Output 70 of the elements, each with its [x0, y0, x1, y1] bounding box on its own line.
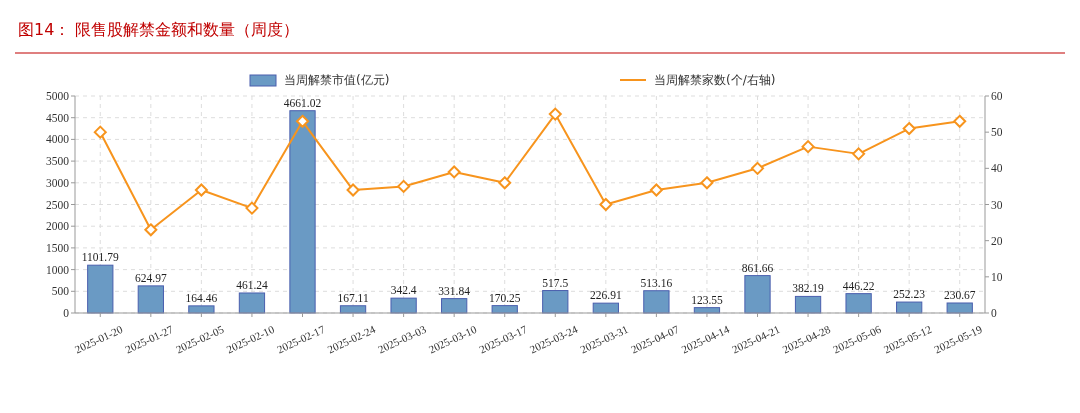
data-label: 170.25 — [488, 291, 521, 304]
y-tick-label: 2500 — [46, 198, 70, 211]
data-label: 461.24 — [236, 278, 269, 291]
y-tick-label: 0 — [63, 307, 70, 320]
legend-label: 当周解禁市值(亿元) — [284, 73, 390, 88]
bar — [946, 302, 973, 314]
point — [498, 176, 512, 190]
bar — [238, 292, 266, 314]
point — [245, 201, 259, 215]
bar — [845, 293, 872, 314]
bar — [137, 285, 164, 314]
point — [700, 176, 714, 190]
y2-tick-label: 20 — [991, 234, 1003, 247]
y-tick-label: 3500 — [46, 155, 70, 168]
bar — [643, 290, 670, 314]
bar — [289, 110, 316, 314]
data-label: 4661.02 — [283, 96, 322, 109]
point — [346, 183, 360, 197]
chart-title: 图14： 限售股解禁金额和数量（周度） — [18, 20, 300, 39]
data-label: 123.55 — [691, 293, 724, 306]
bar — [542, 290, 569, 314]
data-label: 517.5 — [542, 276, 569, 289]
point — [397, 179, 411, 193]
bar — [87, 264, 114, 314]
point — [953, 114, 967, 128]
data-label: 1101.79 — [81, 251, 119, 264]
point — [144, 223, 158, 237]
y2-tick-label: 10 — [991, 270, 1003, 283]
point — [751, 161, 764, 175]
data-label: 331.84 — [438, 284, 471, 297]
point — [649, 183, 663, 197]
y-tick-label: 1500 — [46, 241, 70, 254]
point — [852, 147, 866, 161]
y-tick-label: 1000 — [46, 263, 70, 276]
data-label: 446.22 — [842, 279, 875, 292]
point — [599, 198, 613, 211]
point — [296, 114, 309, 128]
point — [902, 122, 916, 136]
y-tick-label: 2000 — [46, 220, 70, 233]
bar — [744, 275, 771, 314]
data-label: 226.91 — [590, 289, 622, 302]
y2-tick-label: 60 — [991, 90, 1003, 103]
data-label: 861.66 — [741, 261, 774, 274]
point — [194, 183, 208, 197]
point — [548, 107, 562, 121]
y-tick-label: 500 — [51, 285, 70, 298]
point — [93, 125, 107, 139]
y-tick-label: 3000 — [46, 176, 70, 189]
data-label: 624.97 — [135, 271, 167, 284]
y-tick-label: 5000 — [46, 90, 70, 103]
data-label: 252.23 — [893, 288, 926, 301]
y-tick-label: 4500 — [46, 111, 70, 124]
bar — [794, 295, 822, 314]
y2-tick-label: 50 — [991, 126, 1003, 139]
bar — [441, 298, 468, 314]
data-label: 342.4 — [390, 284, 417, 297]
y2-tick-label: 0 — [991, 307, 997, 320]
y-tick-label: 4000 — [46, 133, 70, 146]
data-label: 167.11 — [337, 291, 369, 304]
y2-tick-label: 40 — [991, 162, 1003, 175]
data-label: 164.46 — [185, 291, 218, 304]
bar — [896, 301, 923, 314]
data-label: 513.16 — [640, 276, 673, 289]
point — [447, 165, 461, 179]
data-label: 230.67 — [943, 288, 976, 301]
bar — [390, 297, 417, 314]
legend-label: 当周解禁家数(个/右轴) — [654, 73, 776, 88]
y2-tick-label: 30 — [991, 198, 1003, 211]
data-label: 382.19 — [792, 282, 825, 295]
point — [801, 140, 815, 154]
